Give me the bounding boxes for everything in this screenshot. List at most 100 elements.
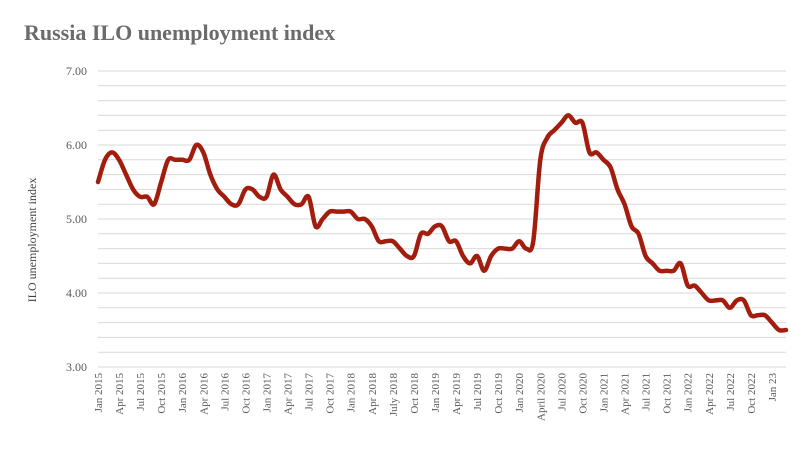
data-point	[496, 247, 500, 251]
data-point	[222, 195, 226, 199]
data-point	[349, 210, 353, 214]
data-point	[356, 217, 360, 221]
x-tick-label: Jan 2017	[261, 373, 273, 413]
data-point	[475, 254, 479, 258]
x-tick-label: Jul 2021	[641, 373, 653, 411]
data-point	[405, 254, 409, 258]
data-point	[398, 247, 402, 251]
y-tick-label: 3.00	[66, 360, 87, 374]
data-point	[679, 261, 683, 265]
data-point	[777, 328, 781, 332]
x-tick-label: Oct 2022	[746, 373, 758, 414]
data-point	[215, 187, 219, 191]
x-tick-label: Oct 2019	[493, 373, 505, 414]
data-point	[594, 150, 598, 154]
data-point	[440, 224, 444, 228]
data-point	[658, 269, 662, 273]
x-tick-label: Apr 2021	[620, 373, 632, 415]
data-point	[307, 195, 311, 199]
x-tick-label: Jan 2019	[430, 373, 442, 413]
x-tick-label: Jan 2016	[177, 373, 189, 413]
data-point	[286, 195, 290, 199]
data-point	[370, 224, 374, 228]
data-point	[342, 210, 346, 214]
y-tick-label: 4.00	[66, 286, 87, 300]
data-point	[545, 136, 549, 140]
data-point	[784, 328, 788, 332]
data-point	[608, 165, 612, 169]
y-tick-label: 7.00	[66, 64, 87, 78]
series-line	[95, 113, 789, 333]
data-point	[686, 284, 690, 288]
data-point	[110, 150, 114, 154]
x-tick-label: Apr 2016	[198, 373, 210, 415]
data-point	[187, 158, 191, 162]
data-point	[264, 195, 268, 199]
x-tick-label: Apr 2015	[114, 373, 126, 415]
data-point	[391, 239, 395, 243]
data-point	[272, 173, 276, 177]
data-point	[194, 143, 198, 147]
data-point	[693, 284, 697, 288]
data-point	[180, 158, 184, 162]
data-point	[517, 239, 521, 243]
data-point	[630, 224, 634, 228]
data-point	[468, 261, 472, 265]
data-point	[335, 210, 339, 214]
data-point	[419, 232, 423, 236]
data-point	[763, 313, 767, 317]
data-point	[707, 298, 711, 302]
x-tick-label: Jul 2019	[472, 373, 484, 411]
data-point	[623, 202, 627, 206]
data-point	[573, 121, 577, 125]
data-point	[447, 239, 451, 243]
data-point	[735, 298, 739, 302]
x-tick-label: July 2018	[388, 373, 400, 417]
data-point	[651, 261, 655, 265]
data-point	[124, 173, 128, 177]
data-point	[243, 187, 247, 191]
x-tick-label: Apr 2022	[704, 373, 716, 415]
data-point	[314, 224, 318, 228]
x-tick-label: Apr 2017	[283, 373, 295, 415]
data-point	[293, 202, 297, 206]
data-point	[433, 224, 437, 228]
data-point	[482, 269, 486, 273]
x-tick-label: Oct 2017	[325, 373, 337, 414]
data-point	[742, 298, 746, 302]
data-point	[117, 158, 121, 162]
chart-title: Russia ILO unemployment index	[24, 20, 336, 45]
data-point	[721, 298, 725, 302]
data-point	[454, 239, 458, 243]
x-tick-label: Jan 2015	[93, 373, 105, 413]
data-point	[665, 269, 669, 273]
data-point	[524, 247, 528, 251]
data-point	[538, 158, 542, 162]
data-point	[173, 158, 177, 162]
gridlines	[98, 70, 786, 368]
data-point	[377, 239, 381, 243]
y-tick-label: 6.00	[66, 138, 87, 152]
data-point	[672, 269, 676, 273]
x-tick-label: Jan 23	[767, 373, 779, 402]
data-point	[580, 121, 584, 125]
data-point	[426, 232, 430, 236]
data-point	[103, 158, 107, 162]
x-tick-label: Oct 2016	[240, 373, 252, 414]
data-point	[566, 113, 570, 117]
data-point	[700, 291, 704, 295]
data-point	[201, 150, 205, 154]
x-tick-label: Apr 2019	[451, 373, 463, 415]
data-point	[728, 306, 732, 310]
x-tick-label: April 2020	[535, 373, 547, 421]
x-tick-label: Jul 2017	[304, 373, 316, 411]
x-tick-label: Jul 2016	[219, 373, 231, 411]
data-point	[96, 180, 100, 184]
data-point	[587, 150, 591, 154]
data-point	[756, 313, 760, 317]
data-point	[236, 202, 240, 206]
x-tick-label: Jan 2020	[514, 373, 526, 413]
data-point	[552, 128, 556, 132]
data-point	[279, 187, 283, 191]
data-point	[159, 180, 163, 184]
